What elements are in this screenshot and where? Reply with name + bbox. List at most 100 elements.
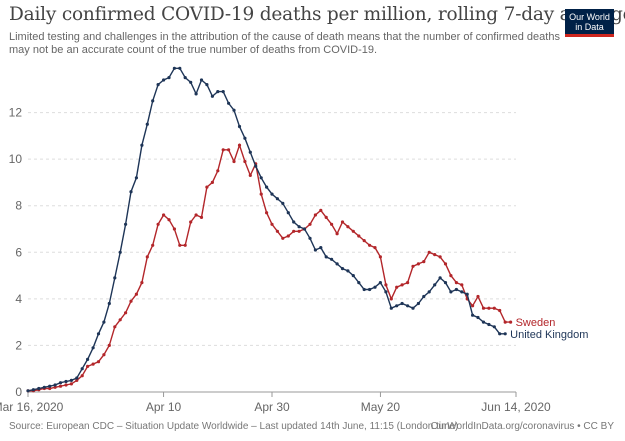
- data-point: [346, 269, 350, 273]
- logo-line-1: Our World: [569, 12, 610, 22]
- data-point: [183, 76, 187, 80]
- data-point: [460, 283, 464, 287]
- owid-logo[interactable]: Our World in Data: [565, 9, 614, 37]
- data-point: [433, 253, 437, 257]
- data-point: [107, 301, 111, 306]
- data-point: [330, 257, 334, 261]
- data-point: [243, 136, 247, 140]
- data-point: [406, 281, 410, 285]
- x-tick-label: Apr 10: [146, 400, 182, 414]
- data-point: [42, 385, 46, 389]
- data-point: [265, 185, 269, 189]
- data-point: [302, 227, 307, 231]
- data-point: [400, 283, 404, 287]
- data-point: [481, 320, 486, 324]
- data-point: [91, 346, 95, 350]
- data-point: [80, 367, 84, 371]
- data-point: [411, 264, 415, 268]
- subtitle-line-2: may not be an accurate count of the true…: [9, 44, 378, 56]
- data-point: [140, 143, 144, 147]
- data-point: [189, 80, 193, 84]
- data-point: [416, 262, 420, 266]
- data-point: [422, 260, 426, 264]
- data-point: [53, 383, 57, 387]
- data-point: [58, 381, 63, 385]
- series-label: United Kingdom: [510, 329, 588, 341]
- data-point: [172, 227, 176, 231]
- data-point: [297, 225, 301, 229]
- data-point: [102, 353, 106, 357]
- y-tick-label: 12: [9, 106, 23, 120]
- data-point: [162, 78, 166, 82]
- data-point: [275, 229, 279, 233]
- credit-link[interactable]: OurWorldInData.org/coronavirus • CC BY: [430, 421, 614, 432]
- data-point: [487, 306, 491, 310]
- data-point: [384, 290, 388, 294]
- data-point: [265, 211, 269, 215]
- data-point: [286, 211, 290, 215]
- data-point: [335, 232, 339, 236]
- data-point: [373, 285, 377, 289]
- data-point: [96, 360, 101, 364]
- data-point: [319, 246, 323, 250]
- data-point: [48, 384, 52, 388]
- data-point: [292, 229, 296, 233]
- data-point: [151, 99, 155, 103]
- data-point: [443, 262, 448, 266]
- data-point: [395, 304, 399, 308]
- data-point: [384, 283, 388, 287]
- data-point: [340, 220, 345, 224]
- data-point: [427, 290, 431, 294]
- y-tick-label: 6: [15, 245, 22, 259]
- data-point: [205, 83, 209, 87]
- data-point: [368, 243, 372, 247]
- data-point: [102, 320, 106, 324]
- data-point: [75, 376, 79, 380]
- data-point: [113, 276, 117, 280]
- data-point: [503, 320, 507, 324]
- data-point: [362, 287, 366, 292]
- data-point: [330, 222, 334, 226]
- data-point: [221, 148, 225, 152]
- data-point: [145, 122, 149, 126]
- data-point: [357, 281, 361, 285]
- data-point: [172, 66, 176, 70]
- data-point: [292, 220, 296, 224]
- subtitle-line-1: Limited testing and challenges in the at…: [9, 31, 560, 43]
- data-point: [134, 292, 138, 296]
- data-point: [346, 225, 350, 229]
- data-point: [80, 374, 84, 378]
- data-point: [107, 343, 111, 347]
- data-point: [362, 239, 366, 243]
- data-point: [270, 222, 274, 226]
- data-point: [69, 378, 73, 382]
- data-point: [433, 283, 437, 287]
- data-point: [373, 246, 377, 250]
- data-point: [460, 290, 464, 294]
- data-point: [199, 215, 204, 219]
- series-line-sweden: [28, 142, 511, 392]
- data-point: [471, 304, 475, 308]
- data-point: [140, 281, 144, 285]
- data-point: [389, 297, 393, 301]
- data-point: [351, 274, 355, 278]
- data-point: [498, 332, 502, 336]
- data-point: [91, 362, 95, 366]
- data-point: [281, 201, 285, 205]
- data-point: [476, 294, 480, 299]
- data-point: [335, 262, 339, 266]
- data-point: [427, 250, 431, 254]
- data-point: [243, 159, 247, 164]
- data-point: [64, 379, 68, 384]
- data-point: [69, 382, 73, 386]
- data-point: [270, 192, 274, 196]
- data-point: [189, 220, 193, 224]
- data-point: [145, 255, 149, 259]
- data-point: [406, 304, 410, 308]
- data-point: [454, 287, 458, 292]
- data-point: [248, 173, 252, 177]
- data-point: [281, 236, 285, 240]
- data-point: [313, 213, 317, 217]
- data-point: [308, 222, 312, 226]
- data-point: [449, 290, 453, 294]
